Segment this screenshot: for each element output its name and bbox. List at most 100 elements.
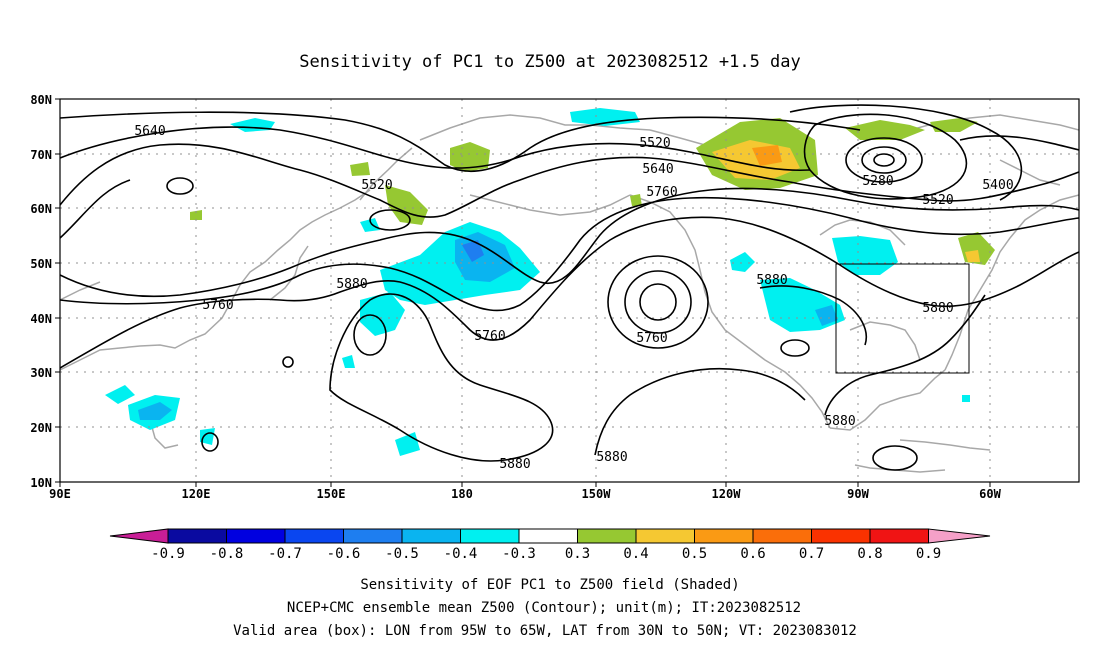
coast-gulf xyxy=(829,369,946,431)
lon-tick-label: 90W xyxy=(847,487,869,501)
contour-label: 5760 xyxy=(636,331,667,346)
shade-positive-region xyxy=(350,162,370,176)
lon-tick-label: 60W xyxy=(979,487,1001,501)
shade-negative-region xyxy=(342,355,355,368)
caption-line-1: Sensitivity of EOF PC1 to Z500 field (Sh… xyxy=(360,577,739,593)
colorbar-label: 0.9 xyxy=(916,546,941,562)
coast-caribbean xyxy=(899,439,991,451)
valid-area-box xyxy=(835,263,970,374)
lat-tick-label: 40N xyxy=(30,312,52,326)
colorbar-segment xyxy=(869,528,929,544)
lat-tick-label: 80N xyxy=(30,93,52,107)
contour-line-5760 xyxy=(60,196,1079,312)
contour-ring xyxy=(624,270,692,334)
contour-ring xyxy=(845,137,923,183)
lat-tick-label: 50N xyxy=(30,257,52,271)
shade-positive-region xyxy=(845,120,925,140)
coast-east-asia xyxy=(60,189,371,371)
colorbar-segment xyxy=(518,528,578,544)
colorbar-label: -0.9 xyxy=(151,546,185,562)
coast-japan xyxy=(269,245,309,301)
colorbar-label: -0.4 xyxy=(444,546,478,562)
colorbar-segment xyxy=(167,528,227,544)
colorbar: -0.9 -0.8 -0.7 -0.6 -0.5 -0.4 -0.3 0.3 0.4 0.5 0.6… xyxy=(109,528,991,562)
contour-line xyxy=(60,143,791,218)
latitude-labels: 80N 70N 60N 50N 40N 30N 20N 10N xyxy=(30,93,52,490)
colorbar-segment xyxy=(752,528,812,544)
contour-ring xyxy=(607,255,709,349)
contour-label: 5520 xyxy=(639,136,670,151)
lat-tick-label: 10N xyxy=(30,476,52,490)
coast-china-inland xyxy=(60,281,101,301)
coast-siberia xyxy=(419,114,651,141)
contour-label: 5880 xyxy=(596,450,627,465)
coast-great-lakes xyxy=(849,321,921,361)
colorbar-label: 0.4 xyxy=(623,546,648,562)
shade-positive-region xyxy=(190,210,202,220)
coast-north-america-east xyxy=(944,194,1079,371)
coast-kamchatka xyxy=(359,147,413,201)
lon-tick-label: 120W xyxy=(712,487,742,501)
contour-ring xyxy=(369,209,411,231)
contour-line-5760-south xyxy=(60,216,1079,369)
colorbar-label: -0.6 xyxy=(327,546,361,562)
contour-ring xyxy=(861,146,907,174)
longitude-labels: 90E 120E 150E 180 150W 120W 90W 60W xyxy=(49,487,1001,501)
contour-label: 5880 xyxy=(922,301,953,316)
colorbar-segment xyxy=(401,528,461,544)
contour-label: 5880 xyxy=(756,273,787,288)
contour-ring xyxy=(872,445,918,471)
contour-line xyxy=(789,104,1023,201)
colorbar-segment xyxy=(694,528,754,544)
map-background xyxy=(60,99,1079,482)
contour-line xyxy=(60,111,861,173)
colorbar-high-triangle xyxy=(928,528,991,544)
coast-aleutians xyxy=(469,194,631,216)
colorbar-low-triangle xyxy=(109,528,169,544)
colorbar-label: 0.8 xyxy=(857,546,882,562)
colorbar-label: 0.7 xyxy=(799,546,824,562)
contour-label: 5280 xyxy=(862,174,893,189)
map-panel: 5640 5520 5520 5640 5760 5280 5400 5520 … xyxy=(60,99,1079,482)
contour-ring xyxy=(282,356,294,368)
contour-ring xyxy=(780,339,810,357)
contour-ring xyxy=(803,113,968,200)
contour-labels: 5640 5520 5520 5640 5760 5280 5400 5520 … xyxy=(134,124,1013,472)
contour-line-5640 xyxy=(60,187,1079,298)
colorbar-label: -0.7 xyxy=(268,546,302,562)
contour-label: 5640 xyxy=(134,124,165,139)
contour-label: 5520 xyxy=(922,193,953,208)
shade-positive-region xyxy=(930,118,978,132)
contour-ring xyxy=(201,432,219,452)
lon-tick-label: 180 xyxy=(451,487,473,501)
lon-tick-label: 120E xyxy=(182,487,211,501)
contour-label: 5760 xyxy=(202,298,233,313)
shade-negative-region xyxy=(730,252,755,272)
contour-line-5880-west xyxy=(329,293,554,462)
shade-negative-region xyxy=(360,218,380,232)
lon-tick-label: 90E xyxy=(49,487,71,501)
contour-line-5880-gulf xyxy=(824,294,986,416)
shade-positive-region xyxy=(752,145,782,166)
z500-contours xyxy=(60,104,1079,471)
colorbar-segment xyxy=(284,528,344,544)
map-frame xyxy=(59,98,1080,483)
shade-negative-region xyxy=(832,236,898,275)
colorbar-segment xyxy=(226,528,286,544)
contour-label: 5640 xyxy=(642,162,673,177)
contour-label: 5760 xyxy=(646,185,677,200)
shade-positive-region xyxy=(965,250,980,262)
contour-label: 5760 xyxy=(474,329,505,344)
caption-line-2: NCEP+CMC ensemble mean Z500 (Contour); u… xyxy=(287,600,801,616)
contour-line xyxy=(789,171,1079,202)
shade-negative-region xyxy=(962,395,970,402)
lon-tick-label: 150E xyxy=(317,487,346,501)
lat-tick-label: 20N xyxy=(30,421,52,435)
contour-line-5880 xyxy=(594,367,806,456)
lat-tick-label: 30N xyxy=(30,366,52,380)
colorbar-label: 0.6 xyxy=(740,546,765,562)
contour-ring xyxy=(639,283,677,321)
shade-negative-region xyxy=(815,305,838,326)
shade-negative-region xyxy=(360,292,405,336)
